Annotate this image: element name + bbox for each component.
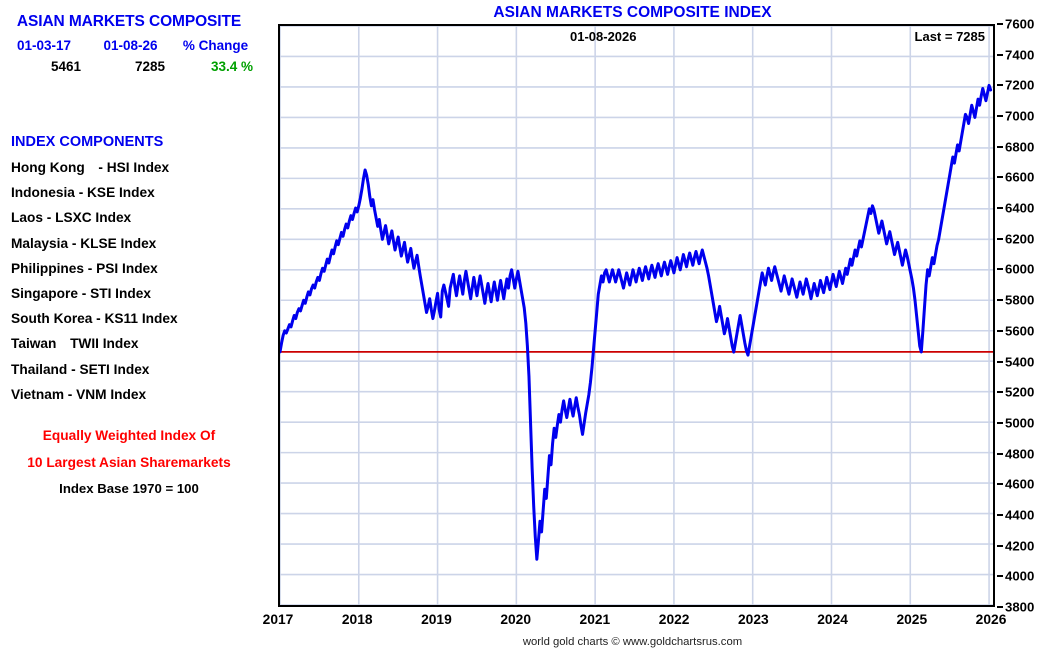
y-tick-mark [997,360,1003,363]
y-tick-mark [997,421,1003,424]
y-tick-mark [997,176,1003,179]
x-tick-label: 2019 [421,612,452,627]
x-tick-label: 2025 [896,612,928,627]
index-series-line [280,85,991,559]
y-tick-mark [997,452,1003,455]
component-item: Thailand - SETI Index [11,361,150,377]
y-tick-label: 5600 [1005,323,1035,339]
y-tick-label: 4000 [1005,568,1035,584]
panel-title: ASIAN MARKETS COMPOSITE [16,13,242,30]
chart-last-value-label: Last = 7285 [914,29,985,44]
x-axis-labels: 2017 2018 2019 2020 2021 2022 2023 2024 2025 2026 [263,612,1007,636]
component-item: Taiwan TWII Index [11,336,139,352]
y-tick-label: 5200 [1005,384,1035,400]
y-tick-label: 6000 [1005,261,1035,277]
x-tick-label: 2017 [262,612,294,627]
component-item: Vietnam - VNM Index [11,386,147,402]
component-item: Malaysia - KLSE Index [11,235,157,251]
y-tick-label: 6200 [1005,231,1035,247]
percent-change-value: 33.4 % [210,59,253,74]
y-tick-mark [997,268,1003,271]
y-tick-mark [997,329,1003,332]
y-tick-mark [997,299,1003,302]
y-tick-mark [997,606,1003,608]
end-value: 7285 [134,59,165,74]
x-tick-label: 2024 [817,612,848,627]
chart-title: ASIAN MARKETS COMPOSITE INDEX [493,4,772,21]
end-date-label: 01-08-26 [103,38,158,53]
y-tick-label: 5000 [1005,415,1035,431]
y-tick-mark [997,145,1003,148]
y-tick-label: 6800 [1005,139,1035,155]
summary-header-row: 01-03-17 01-08-26 % Change [0,38,258,53]
y-tick-label: 7600 [1005,16,1035,32]
y-tick-mark [997,53,1003,56]
note-line-1: Equally Weighted Index Of [42,428,216,443]
y-tick-label: 7400 [1005,47,1035,63]
start-date-label: 01-03-17 [16,38,72,53]
component-item: Philippines - PSI Index [11,260,158,276]
plot-svg [280,26,993,605]
x-tick-label: 2018 [341,612,373,627]
x-tick-label: 2021 [579,612,611,627]
y-tick-label: 4600 [1005,476,1035,492]
x-tick-label: 2023 [737,612,769,627]
components-list: Hong Kong - HSI Index Indonesia - KSE Ind… [11,155,261,407]
x-tick-label: 2026 [975,612,1007,627]
y-tick-label: 4800 [1005,446,1035,462]
y-tick-mark [997,237,1003,240]
y-tick-mark [997,23,1003,25]
component-item: Laos - LSXC Index [11,210,132,226]
x-tick-label: 2020 [500,612,532,627]
chart-region: ASIAN MARKETS COMPOSITE INDEX 01-08-2026… [263,0,1050,650]
horizontal-gridlines [280,26,993,605]
note-line-3: Index Base 1970 = 100 [59,481,199,496]
x-tick-label: 2022 [658,612,690,627]
component-item: South Korea - KS11 Index [11,311,178,327]
vertical-gridlines [280,26,990,605]
y-tick-mark [997,115,1003,118]
component-item: Singapore - STI Index [11,285,151,301]
y-tick-label: 3800 [1005,599,1035,615]
y-axis-labels: 7600 7400 7200 7000 6800 6600 6400 6200 6000 5800… [997,17,1049,615]
y-tick-label: 7000 [1005,108,1035,124]
y-tick-mark [997,207,1003,210]
component-item: Indonesia - KSE Index [11,185,155,201]
y-tick-label: 7200 [1005,77,1035,93]
y-tick-label: 4400 [1005,507,1035,523]
summary-value-row: 5461 7285 33.4 % [0,59,258,74]
note-line-2: 10 Largest Asian Sharemarkets [27,455,231,470]
y-tick-label: 6600 [1005,169,1035,185]
chart-date-label: 01-08-2026 [570,29,637,44]
y-tick-mark [997,544,1003,547]
component-item: Hong Kong - HSI Index [11,160,170,175]
footer-credit: world gold charts © www.goldchartsrus.co… [522,636,743,648]
info-panel: ASIAN MARKETS COMPOSITE 01-03-17 01-08-2… [0,0,270,650]
y-tick-label: 4200 [1005,538,1035,554]
components-title: INDEX COMPONENTS [11,134,164,150]
start-value: 5461 [50,59,81,74]
y-tick-label: 5800 [1005,292,1035,308]
y-tick-mark [997,575,1003,578]
y-tick-label: 6400 [1005,200,1035,216]
y-tick-mark [997,84,1003,87]
y-tick-mark [997,513,1003,516]
percent-change-label: % Change [182,38,249,53]
plot-area: 01-08-2026 Last = 7285 [278,24,995,607]
y-tick-mark [997,391,1003,394]
y-tick-label: 5400 [1005,354,1035,370]
y-tick-mark [997,483,1003,486]
